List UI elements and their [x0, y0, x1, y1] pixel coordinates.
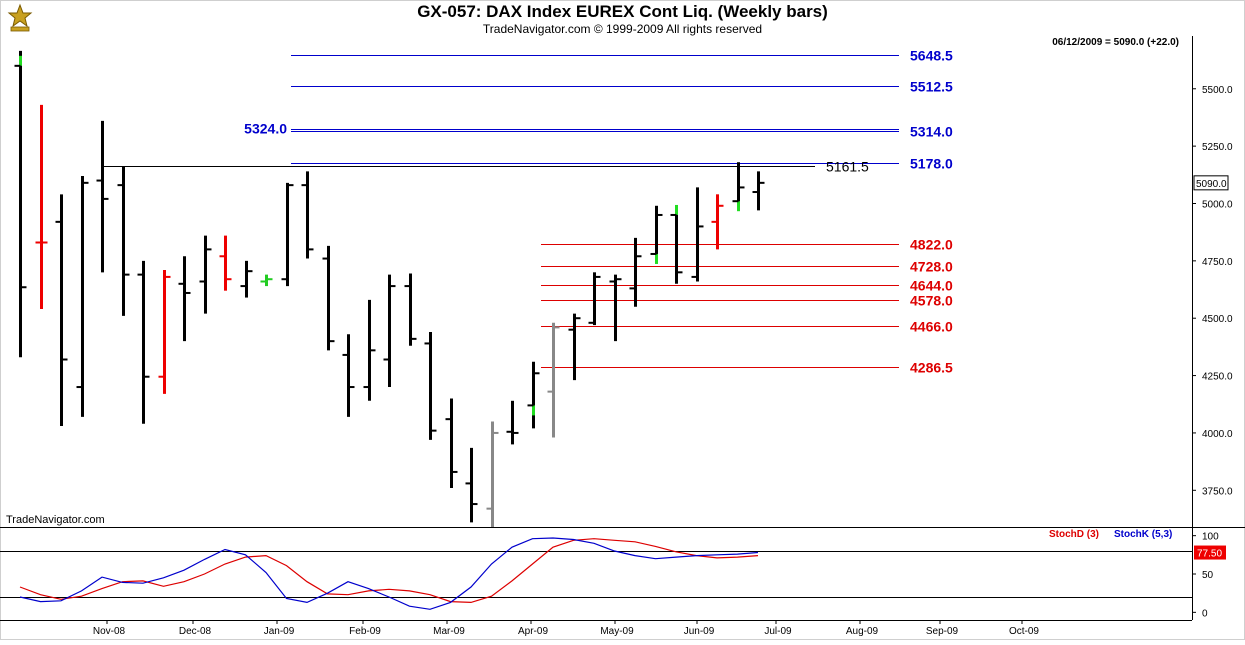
- level-label: 5512.5: [910, 79, 953, 95]
- price-tick-label: 5250.0: [1202, 142, 1233, 153]
- date-tick-label: Apr-09: [518, 626, 548, 637]
- price-axis: 3750.0 4000.0 4250.0 4500.0 4750.0 5000.0 5250…: [1192, 85, 1233, 497]
- date-tick-label: Jul-09: [764, 626, 792, 637]
- price-tick-label: 3750.0: [1202, 486, 1233, 497]
- level-label: 4286.5: [910, 360, 953, 376]
- legend-stochk: StochK (5,3): [1114, 529, 1173, 540]
- date-tick-label: Mar-09: [433, 626, 465, 637]
- chart-title: GX-057: DAX Index EUREX Cont Liq. (Weekl…: [417, 2, 828, 21]
- level-label: 5178.0: [910, 156, 953, 172]
- level-lines: 5648.5 5512.5 5324.0 5314.0 5178.0 5161.5 4822…: [103, 48, 953, 376]
- stochastic-panel: 0 50 100 77.50: [0, 532, 1226, 619]
- date-tick-label: Dec-08: [179, 626, 212, 637]
- date-tick-label: Oct-09: [1009, 626, 1039, 637]
- date-tick-label: Sep-09: [926, 626, 959, 637]
- last-price-info: 06/12/2009 = 5090.0 (+22.0): [1052, 37, 1179, 48]
- last-price-box: [1193, 175, 1229, 191]
- date-axis: Nov-08 Dec-08 Jan-09 Feb-09 Mar-09 Apr-09 May-…: [93, 620, 1039, 637]
- chart-subtitle: TradeNavigator.com © 1999-2009 All right…: [482, 22, 763, 36]
- stoch-line: [19, 538, 759, 604]
- level-label: 4466.0: [910, 319, 953, 335]
- date-tick-label: Jan-09: [264, 626, 295, 637]
- level-label: 4644.0: [910, 278, 953, 294]
- level-label: 5648.5: [910, 48, 953, 64]
- stoch-line: [19, 537, 759, 610]
- date-tick-label: Aug-09: [846, 626, 879, 637]
- level-label: 4578.0: [910, 293, 953, 309]
- stoch-tick-label: 0: [1202, 608, 1208, 619]
- date-tick-label: Feb-09: [349, 626, 381, 637]
- level-label: 4728.0: [910, 259, 953, 275]
- legend-stochd: StochD (3): [1049, 529, 1099, 540]
- price-tick-label: 5000.0: [1202, 199, 1233, 210]
- level-label: 5161.5: [826, 159, 869, 175]
- price-tick-label: 4000.0: [1202, 429, 1233, 440]
- price-bars: [14, 50, 765, 527]
- stoch-tick-label: 50: [1202, 570, 1214, 581]
- level-label: 5314.0: [910, 124, 953, 140]
- date-tick-label: Jun-09: [684, 626, 715, 637]
- price-tick-label: 5500.0: [1202, 85, 1233, 96]
- date-tick-label: Nov-08: [93, 626, 126, 637]
- stoch-last-box: [1194, 545, 1226, 560]
- price-tick-label: 4250.0: [1202, 372, 1233, 383]
- price-tick-label: 4750.0: [1202, 257, 1233, 268]
- last-price-label: 5090.0: [1196, 179, 1227, 190]
- date-tick-label: May-09: [600, 626, 634, 637]
- trade-navigator-logo-icon: [3, 3, 37, 33]
- level-label: 5324.0: [244, 121, 287, 137]
- watermark-label: TradeNavigator.com: [6, 514, 105, 526]
- stoch-last-label: 77.50: [1197, 549, 1222, 560]
- stoch-tick-label: 100: [1202, 532, 1219, 543]
- price-tick-label: 4500.0: [1202, 314, 1233, 325]
- level-label: 4822.0: [910, 237, 953, 253]
